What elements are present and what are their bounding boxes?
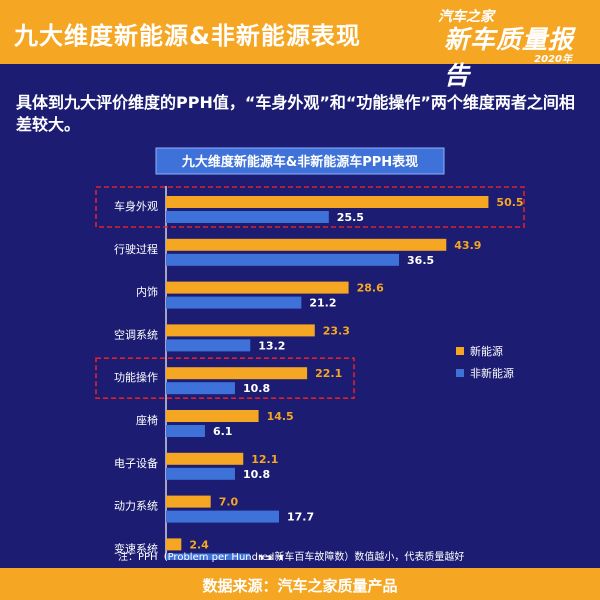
page-title: 九大维度新能源&非新能源表现 — [14, 22, 361, 50]
data-label: 12.1 — [251, 453, 278, 466]
data-label: 25.5 — [337, 211, 364, 224]
bar-new-energy — [166, 495, 211, 508]
bar-non-new-energy — [166, 425, 205, 437]
data-label: 43.9 — [454, 239, 481, 252]
summary-text: 具体到九大评价维度的PPH值，“车身外观”和“功能操作”两个维度两者之间相差较大… — [16, 93, 575, 134]
bar-new-energy — [166, 324, 315, 337]
category-label: 变速系统 — [114, 541, 158, 555]
data-source: 数据来源：汽车之家质量产品 — [202, 577, 398, 595]
category-label: 行驶过程 — [114, 242, 158, 256]
highlight-box — [95, 186, 525, 228]
data-label: 7.0 — [219, 496, 239, 509]
category-label: 动力系统 — [114, 500, 158, 513]
data-label: 14.5 — [267, 410, 294, 423]
data-label: 36.5 — [407, 254, 434, 267]
footnote: 注：PPH（Problem per Hundred新车百车故障数）数值越小，代表… — [118, 552, 465, 563]
logo-top-text: 汽车之家 — [438, 9, 494, 25]
data-label: 13.2 — [258, 339, 285, 352]
data-label: 10.8 — [243, 382, 270, 395]
data-label: 22.1 — [315, 367, 342, 380]
bar-new-energy — [166, 367, 308, 380]
data-label: 28.6 — [357, 282, 384, 295]
bar-non-new-energy — [166, 467, 235, 480]
bar-new-energy — [166, 238, 447, 251]
bar-non-new-energy — [166, 253, 400, 266]
legend-swatch — [456, 369, 464, 377]
category-label: 空调系统 — [114, 327, 158, 341]
bar-new-energy — [166, 452, 244, 465]
footer-bar: 数据来源：汽车之家质量产品 — [0, 568, 600, 600]
bar-non-new-energy — [166, 296, 302, 309]
header-bar: 九大维度新能源&非新能源表现 汽车之家 新车质量报告 2020年 — [0, 0, 600, 90]
bar-non-new-energy — [166, 382, 235, 395]
category-label: 电子设备 — [114, 456, 158, 470]
bar-new-energy — [166, 196, 489, 208]
bar-non-new-energy — [166, 510, 280, 523]
category-label: 内饰 — [136, 285, 158, 299]
chart-area: 九大维度新能源车&非新能源车PPH表现车身外观 50.5 25.5 行驶过程 43.9 3… — [0, 140, 600, 574]
bar-new-energy — [166, 538, 182, 551]
chart-title: 九大维度新能源车&非新能源车PPH表现 — [181, 154, 418, 170]
legend-label: 新能源 — [470, 344, 503, 358]
highlight-box — [95, 357, 355, 399]
category-label: 车身外观 — [114, 199, 158, 213]
bar-non-new-energy — [166, 211, 329, 223]
logo-main-text: 新车质量报告 — [444, 25, 575, 90]
data-label: 6.1 — [213, 425, 233, 438]
chart-title-box — [155, 147, 445, 175]
legend-label: 非新能源 — [470, 366, 514, 380]
category-label: 座椅 — [136, 413, 158, 427]
bar-new-energy — [166, 410, 259, 422]
data-label: 10.8 — [243, 468, 270, 481]
data-label: 21.2 — [309, 297, 336, 310]
data-label: 2.4 — [189, 538, 209, 551]
data-label: 17.7 — [287, 511, 314, 524]
category-label: 功能操作 — [114, 370, 158, 384]
data-label: 23.3 — [323, 324, 350, 337]
brand-logo: 汽车之家 新车质量报告 2020年 — [438, 6, 588, 90]
bar-new-energy — [166, 281, 349, 294]
bar-non-new-energy — [166, 339, 251, 352]
logo-year-text: 2020年 — [534, 54, 572, 65]
data-label: 50.5 — [496, 196, 523, 209]
legend-swatch — [456, 347, 464, 355]
